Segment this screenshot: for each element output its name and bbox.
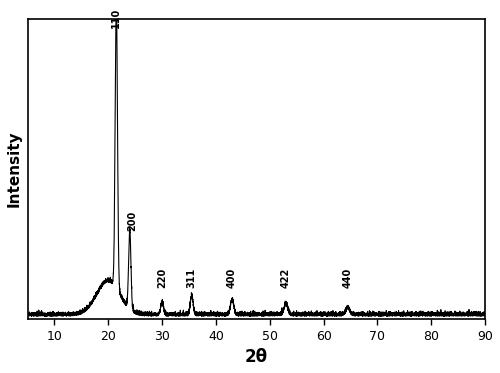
Text: 311: 311 [186, 268, 196, 288]
X-axis label: 2θ: 2θ [244, 348, 268, 366]
Y-axis label: Intensity: Intensity [7, 131, 22, 207]
Text: 400: 400 [227, 268, 237, 288]
Text: 440: 440 [343, 268, 353, 288]
Text: 110: 110 [112, 7, 122, 28]
Text: 200: 200 [128, 211, 138, 231]
Text: 422: 422 [281, 268, 291, 288]
Text: 220: 220 [157, 268, 167, 288]
